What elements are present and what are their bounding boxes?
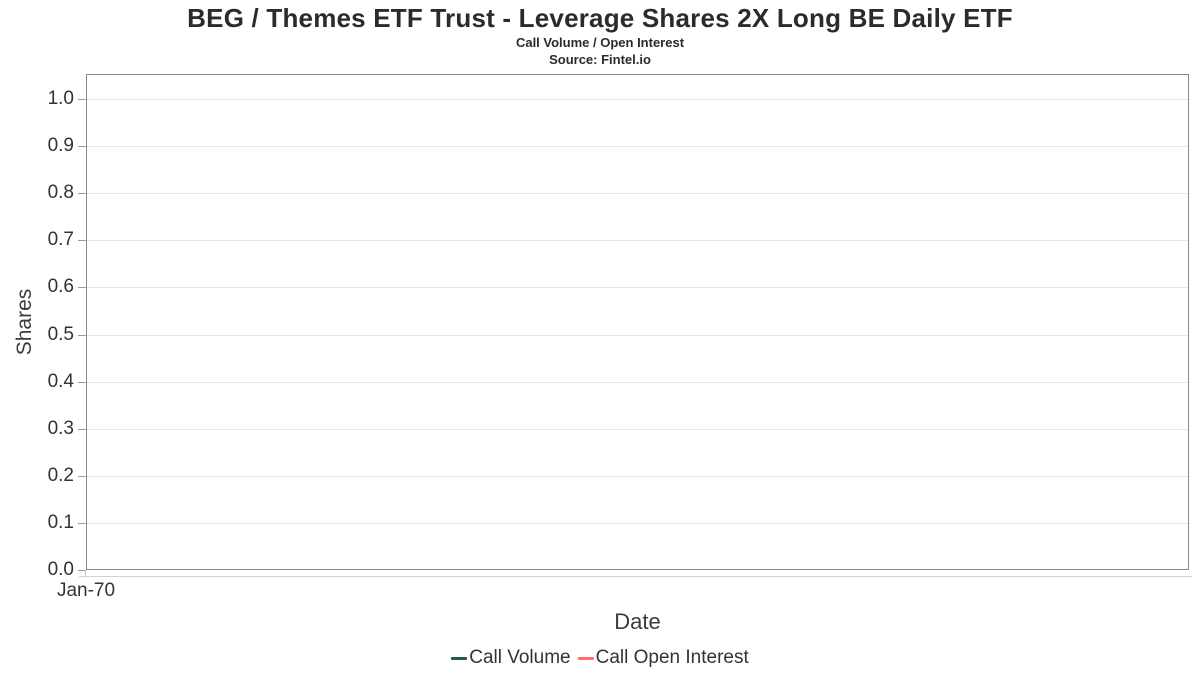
legend-item[interactable]: Call Open Interest — [577, 647, 749, 669]
y-gridline — [87, 99, 1188, 100]
legend-series-dash-icon — [451, 656, 468, 660]
y-tick-mark — [78, 476, 86, 477]
y-tick-label: 0.7 — [47, 229, 74, 250]
y-tick-label: 1.0 — [47, 88, 74, 109]
y-tick-mark — [78, 287, 86, 288]
y-tick-label: 0.2 — [47, 465, 74, 486]
plot-area — [86, 74, 1189, 570]
y-tick-label: 0.9 — [47, 135, 74, 156]
y-gridline — [87, 429, 1188, 430]
y-tick-mark — [78, 382, 86, 383]
y-tick-label: 0.5 — [47, 324, 74, 345]
y-gridline — [87, 476, 1188, 477]
y-tick-mark — [78, 146, 86, 147]
y-tick-mark — [78, 240, 86, 241]
y-tick-mark — [78, 99, 86, 100]
legend-series-label: Call Volume — [469, 647, 571, 668]
y-tick-label: 0.8 — [47, 182, 74, 203]
y-tick-mark — [78, 335, 86, 336]
y-tick-mark — [78, 523, 86, 524]
y-gridline — [87, 287, 1188, 288]
chart-title: BEG / Themes ETF Trust - Leverage Shares… — [187, 3, 1013, 33]
x-tick-label: Jan-70 — [56, 580, 116, 601]
y-gridline — [87, 523, 1188, 524]
legend-series-dash-icon — [577, 656, 594, 660]
y-gridline — [87, 382, 1188, 383]
legend-item[interactable]: Call Volume — [451, 647, 571, 669]
chart-source-credit: Source: Fintel.io — [549, 52, 651, 67]
y-gridline — [87, 335, 1188, 336]
y-tick-mark — [78, 193, 86, 194]
chart-subtitle: Call Volume / Open Interest — [515, 35, 685, 50]
y-tick-label: 0.4 — [47, 371, 74, 392]
x-tick-mark — [85, 570, 86, 577]
y-tick-label: 0.3 — [47, 418, 74, 439]
y-tick-label: 0.1 — [47, 512, 74, 533]
y-gridline — [87, 193, 1188, 194]
x-axis-line — [79, 576, 1192, 577]
y-gridline — [87, 146, 1188, 147]
legend: Call Volume Call Open Interest — [0, 647, 1200, 669]
x-axis-title: Date — [614, 609, 661, 634]
y-tick-mark — [78, 570, 86, 571]
legend-series-label: Call Open Interest — [595, 647, 749, 668]
y-tick-label: 0.6 — [47, 276, 74, 297]
y-gridline — [87, 240, 1188, 241]
y-tick-mark — [78, 429, 86, 430]
y-tick-label: 0.0 — [47, 559, 74, 580]
